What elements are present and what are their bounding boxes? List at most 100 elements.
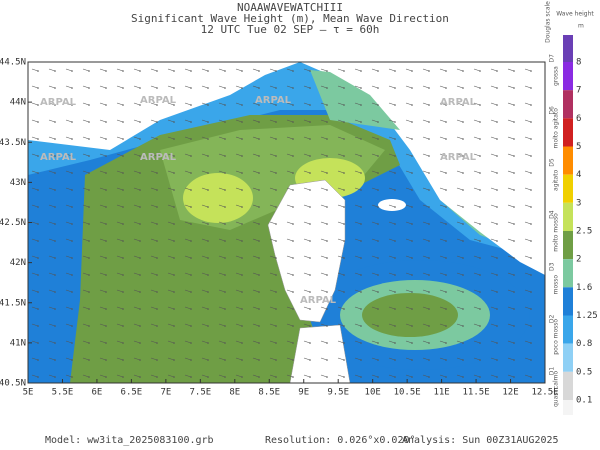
arrow xyxy=(303,119,311,123)
arrow-head xyxy=(445,291,447,293)
arrow-head xyxy=(343,240,345,242)
arrow-head xyxy=(377,121,379,123)
arrow xyxy=(31,255,39,259)
arrow-head xyxy=(88,274,90,276)
arrow-head xyxy=(462,257,464,259)
colorbar-label: 7 xyxy=(576,86,581,96)
arrow-head xyxy=(275,121,277,123)
arrow xyxy=(405,221,413,225)
arrow-head xyxy=(139,342,141,344)
arrow-head xyxy=(139,359,141,361)
arrow xyxy=(65,272,73,276)
arrow-head xyxy=(377,325,379,327)
arrow xyxy=(269,289,277,293)
arrow-head xyxy=(360,155,362,157)
arrow xyxy=(31,153,39,157)
arrow-head xyxy=(411,104,413,106)
arrow xyxy=(252,255,260,259)
arrow xyxy=(269,204,277,208)
arrow xyxy=(167,255,175,259)
arrow-head xyxy=(54,121,56,123)
arrow-head xyxy=(343,138,345,140)
arrow xyxy=(201,119,209,123)
arrow xyxy=(524,68,532,72)
arrow xyxy=(490,374,498,378)
arrow-head xyxy=(496,121,498,123)
arrow xyxy=(269,153,277,157)
arrow xyxy=(116,289,124,293)
arrow-head xyxy=(394,70,396,72)
arrow-head xyxy=(479,104,481,106)
arrow xyxy=(405,238,413,242)
arrow-head xyxy=(428,359,430,361)
arrow-head xyxy=(360,376,362,378)
arrow xyxy=(405,68,413,72)
arrow xyxy=(218,170,226,174)
arrow xyxy=(167,102,175,106)
arrow xyxy=(48,119,56,123)
footer-analysis: Analysis: Sun 00Z31AUG2025 xyxy=(402,435,559,446)
arrow-head xyxy=(156,240,158,242)
arrow xyxy=(48,255,56,259)
arrow-head xyxy=(71,70,73,72)
arrow-head xyxy=(54,342,56,344)
arrow-head xyxy=(479,223,481,225)
arrow-head xyxy=(411,359,413,361)
arrow-head xyxy=(54,189,56,191)
arrow-head xyxy=(343,189,345,191)
arrow xyxy=(184,221,192,225)
arrow-head xyxy=(309,257,311,259)
arrow xyxy=(524,255,532,259)
arrow-head xyxy=(71,308,73,310)
arrow-head xyxy=(139,189,141,191)
arrow-head xyxy=(394,121,396,123)
arrow-head xyxy=(428,257,430,259)
arrow xyxy=(405,306,413,310)
arrow xyxy=(235,204,243,208)
arrow-head xyxy=(496,240,498,242)
arrow xyxy=(320,255,328,259)
arrow xyxy=(507,374,515,378)
arrow xyxy=(252,102,260,106)
arrow xyxy=(269,323,277,327)
arrow-head xyxy=(479,70,481,72)
subtitle: Significant Wave Height (m), Mean Wave D… xyxy=(131,12,449,25)
arrow xyxy=(490,119,498,123)
arrow xyxy=(150,272,158,276)
arrow-head xyxy=(496,376,498,378)
arrow xyxy=(439,136,447,140)
arrow xyxy=(354,357,362,361)
arrow xyxy=(320,170,328,174)
arrow xyxy=(456,102,464,106)
arrow xyxy=(303,255,311,259)
arrow xyxy=(422,221,430,225)
arrow xyxy=(388,272,396,276)
arrow-head xyxy=(343,308,345,310)
arrow xyxy=(303,357,311,361)
arrow-head xyxy=(326,104,328,106)
arrow-head xyxy=(275,70,277,72)
arrow xyxy=(48,68,56,72)
arrow-head xyxy=(207,189,209,191)
colorbar-label: 2.5 xyxy=(576,227,592,237)
arrow xyxy=(99,204,107,208)
arrow-head xyxy=(224,87,226,89)
arrow xyxy=(201,187,209,191)
arrow xyxy=(337,340,345,344)
arrow xyxy=(65,357,73,361)
arrow-head xyxy=(122,376,124,378)
arrow-head xyxy=(394,189,396,191)
arrow-head xyxy=(241,121,243,123)
arrow xyxy=(65,119,73,123)
arrow-head xyxy=(445,240,447,242)
arrow xyxy=(184,187,192,191)
arrow xyxy=(524,221,532,225)
arrow-head xyxy=(122,325,124,327)
arrow xyxy=(456,272,464,276)
arrow-head xyxy=(496,138,498,140)
arrow xyxy=(456,374,464,378)
arrow-head xyxy=(292,104,294,106)
colorbar-title: Wave height xyxy=(556,11,594,18)
arrow xyxy=(31,68,39,72)
arrow xyxy=(167,340,175,344)
